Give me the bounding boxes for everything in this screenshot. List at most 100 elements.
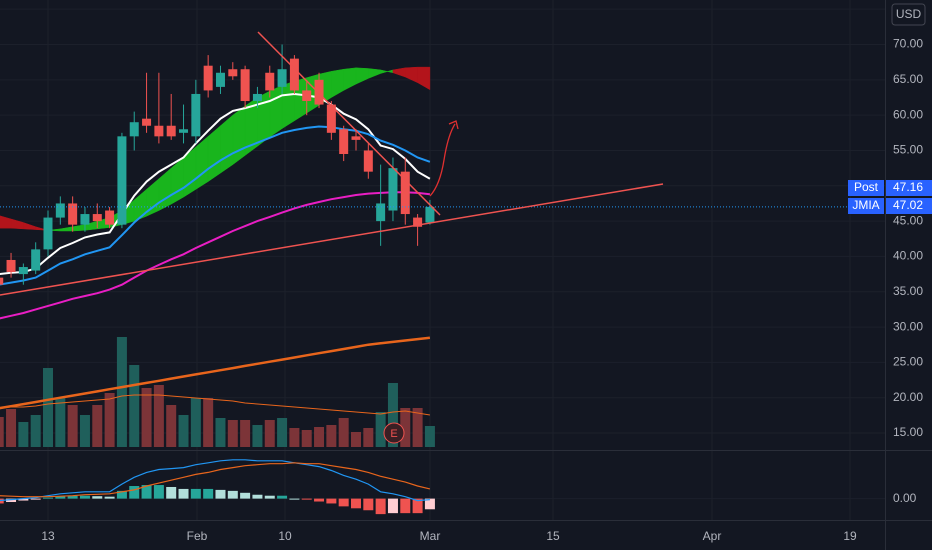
x-tick-label: Feb xyxy=(187,529,208,543)
histogram-bar xyxy=(141,485,152,499)
candle-body xyxy=(179,129,189,133)
candle-body xyxy=(289,58,299,91)
histogram-bar xyxy=(215,489,226,499)
candle-body xyxy=(277,69,287,87)
volume-bar xyxy=(301,430,312,447)
volume-bar xyxy=(153,385,164,447)
histogram-bar xyxy=(326,498,337,504)
histogram-bar xyxy=(116,490,127,499)
histogram-bar xyxy=(400,498,411,514)
volume-bar xyxy=(55,398,66,447)
volume-bar xyxy=(338,418,349,447)
histogram-bar xyxy=(351,498,361,509)
candle-body xyxy=(191,93,201,137)
y-tick-label: 0.00 xyxy=(893,491,917,505)
histogram-bar xyxy=(166,486,177,499)
drawings xyxy=(0,31,664,296)
histogram-bar xyxy=(104,496,115,499)
candle-body xyxy=(68,203,78,225)
x-tick-label: 13 xyxy=(41,529,55,543)
volume-bar xyxy=(375,412,386,447)
candle-body xyxy=(215,72,225,87)
histogram-bar xyxy=(264,495,275,499)
candle-body xyxy=(339,129,349,155)
event-label: E xyxy=(390,428,397,440)
candle-body xyxy=(400,171,410,215)
volume-bar xyxy=(387,383,398,447)
histogram-bar xyxy=(190,488,201,499)
y-tick-label: 55.00 xyxy=(893,143,923,157)
price-tag-name-box xyxy=(848,198,884,214)
y-tick-label: 65.00 xyxy=(893,72,923,86)
candle-body xyxy=(388,168,398,211)
volume-bar xyxy=(30,415,41,447)
volume-bar xyxy=(424,426,435,447)
volume-bar xyxy=(18,422,29,447)
histogram-bar xyxy=(277,495,288,499)
moving-average xyxy=(0,125,431,286)
histogram-bar xyxy=(227,490,238,499)
candle-body xyxy=(265,72,275,91)
histogram-bar xyxy=(55,496,66,499)
signal-line xyxy=(0,462,431,498)
candle-body xyxy=(228,69,238,77)
volume-bar xyxy=(314,427,325,447)
histogram-bar xyxy=(375,498,386,515)
volume-bar xyxy=(104,393,115,447)
candle-body xyxy=(0,277,4,285)
histogram-bar xyxy=(240,492,251,499)
x-tick-label: Apr xyxy=(703,529,722,543)
x-tick-label: Mar xyxy=(420,529,441,543)
histogram-bar xyxy=(289,498,300,500)
moving-average xyxy=(0,92,431,275)
candle-body xyxy=(43,217,53,250)
x-tick-label: 10 xyxy=(278,529,292,543)
candle-body xyxy=(142,118,152,126)
candle-body xyxy=(31,249,41,271)
volume-bar xyxy=(166,405,177,447)
candle-body xyxy=(302,90,312,102)
price-tag-box xyxy=(886,180,932,196)
ribbon-segment xyxy=(220,114,234,174)
histogram-bar xyxy=(338,498,349,507)
candle-body xyxy=(351,136,361,140)
histogram-bar xyxy=(6,498,17,503)
price-tag-name: Post xyxy=(854,180,879,194)
volume-bar xyxy=(0,417,4,447)
price-pane: E xyxy=(0,44,885,447)
candle-body xyxy=(92,214,102,222)
histogram-bar xyxy=(153,485,164,499)
event-marker xyxy=(383,422,405,444)
histogram-bar xyxy=(178,488,189,499)
volume-bar xyxy=(129,365,140,447)
candle-body xyxy=(80,214,90,225)
price-tag-box xyxy=(886,198,932,214)
histogram-bar xyxy=(314,498,325,502)
candle-body xyxy=(376,203,386,222)
volume-bar xyxy=(240,420,251,447)
histogram-bar xyxy=(79,495,90,499)
currency: USD xyxy=(896,7,922,21)
volume-bar xyxy=(190,398,201,447)
candle-body xyxy=(18,267,28,275)
histogram-bar xyxy=(203,488,214,499)
trend-line xyxy=(257,31,441,216)
candle-body xyxy=(6,259,16,272)
candle-body xyxy=(425,206,435,223)
volume-bar xyxy=(227,420,238,447)
currency-box[interactable] xyxy=(891,3,926,26)
volume-bar xyxy=(289,428,300,447)
candle-body xyxy=(55,203,65,218)
arrow-head xyxy=(448,120,459,130)
y-tick-label: 40.00 xyxy=(893,249,923,263)
histogram-bar xyxy=(252,494,263,499)
volume-bar xyxy=(178,415,189,447)
volume-bar xyxy=(79,415,90,447)
y-tick-label: 60.00 xyxy=(893,107,923,121)
y-tick-label: 30.00 xyxy=(893,319,923,333)
volume-bar xyxy=(215,418,226,447)
histogram-bar xyxy=(18,498,29,501)
histogram-bar xyxy=(92,496,103,499)
ribbon-segment xyxy=(417,66,431,91)
